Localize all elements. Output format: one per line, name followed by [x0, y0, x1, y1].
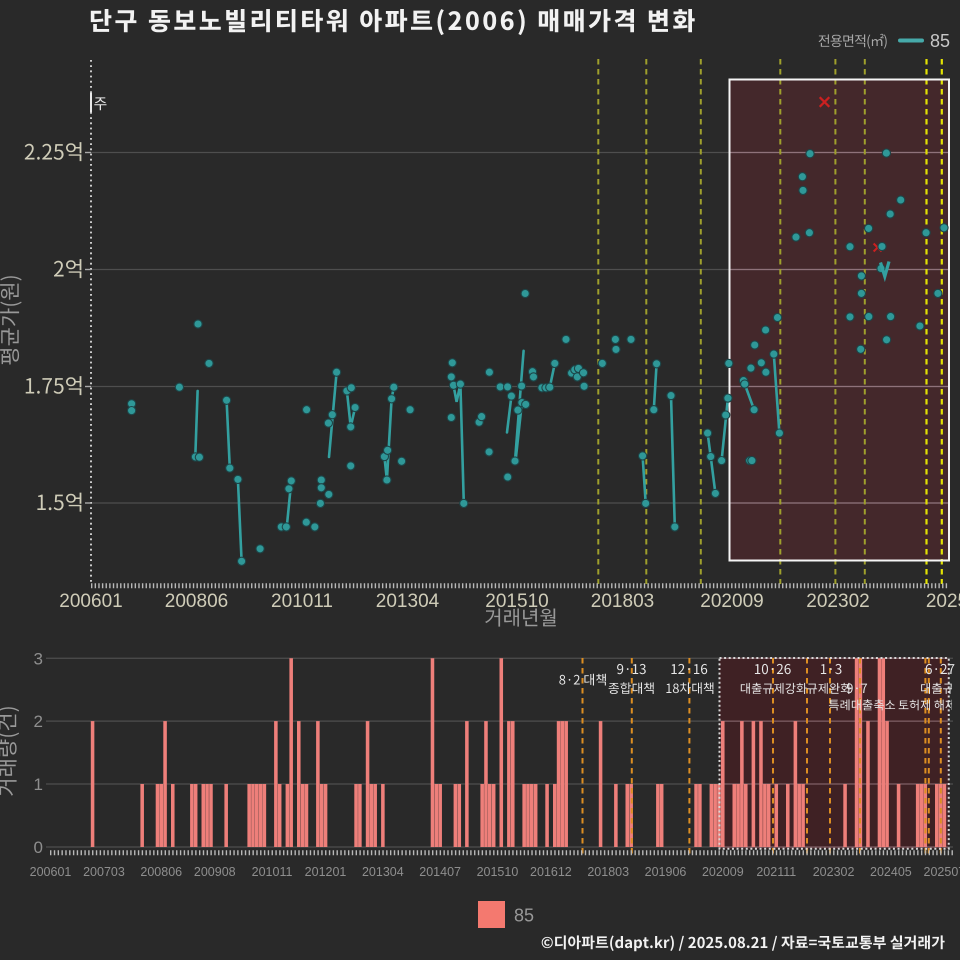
svg-text:201304: 201304	[376, 591, 440, 612]
svg-text:200601: 200601	[30, 865, 72, 879]
svg-text:201011: 201011	[252, 865, 293, 879]
svg-text:201201: 201201	[305, 865, 347, 879]
svg-text:202009: 202009	[702, 865, 744, 879]
svg-text:1: 1	[34, 775, 43, 794]
svg-text:201510: 201510	[485, 591, 548, 612]
svg-text:201612: 201612	[530, 865, 572, 879]
svg-text:201906: 201906	[645, 865, 687, 879]
svg-text:3: 3	[34, 649, 43, 668]
svg-text:85: 85	[514, 906, 534, 926]
svg-text:202111: 202111	[756, 865, 796, 879]
svg-text:202507: 202507	[924, 865, 960, 879]
svg-text:200601: 200601	[59, 591, 122, 612]
svg-text:202302: 202302	[806, 591, 869, 612]
svg-text:2: 2	[34, 712, 43, 731]
svg-text:201803: 201803	[591, 591, 654, 612]
svg-text:201803: 201803	[587, 865, 629, 879]
svg-text:202405: 202405	[870, 865, 912, 879]
svg-text:201304: 201304	[362, 865, 404, 879]
svg-text:201011: 201011	[271, 591, 333, 612]
svg-text:2025: 2025	[926, 591, 960, 612]
svg-text:200908: 200908	[194, 865, 236, 879]
svg-text:200806: 200806	[165, 591, 228, 612]
svg-text:200703: 200703	[83, 865, 125, 879]
svg-text:85: 85	[930, 31, 950, 51]
svg-text:200806: 200806	[140, 865, 182, 879]
svg-text:201510: 201510	[477, 865, 519, 879]
svg-text:202009: 202009	[700, 591, 763, 612]
svg-text:201407: 201407	[419, 865, 461, 879]
svg-text:0: 0	[34, 838, 43, 857]
svg-text:202302: 202302	[813, 865, 855, 879]
